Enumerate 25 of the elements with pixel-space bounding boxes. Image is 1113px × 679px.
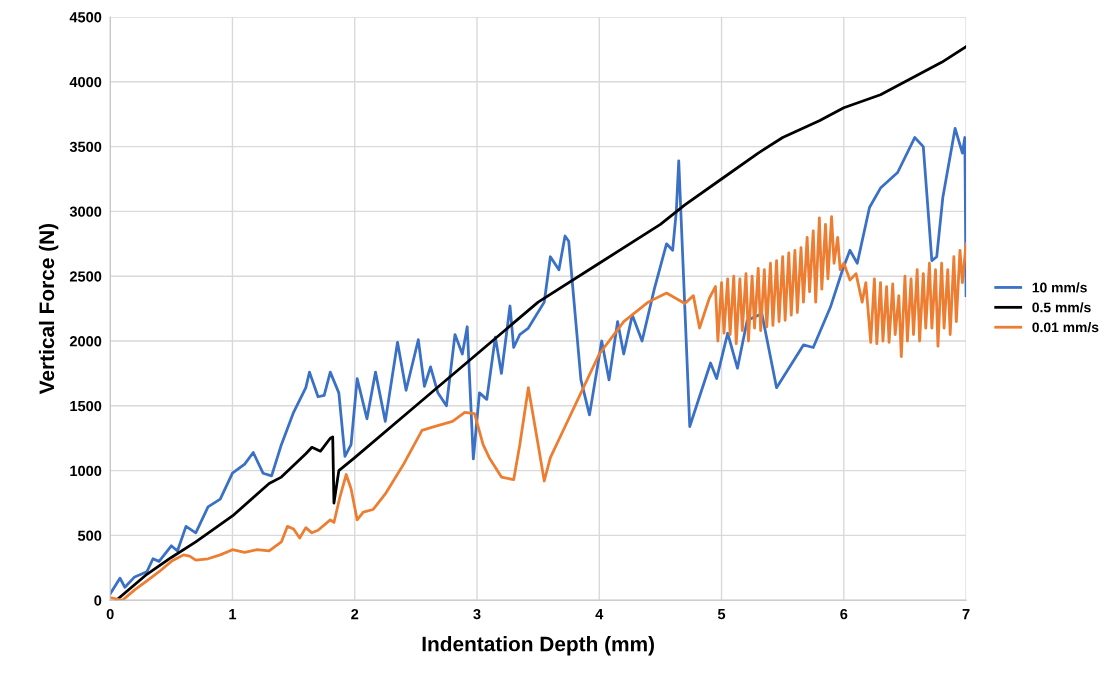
- y-tick-label: 4000: [69, 76, 102, 88]
- x-tick-label: 6: [840, 608, 848, 620]
- x-tick-label: 5: [717, 609, 726, 620]
- y-tick-label: 3500: [69, 141, 102, 153]
- line-series: [114, 45, 967, 601]
- x-tick-label: 4: [595, 609, 604, 620]
- y-tick-label: 1500: [70, 400, 102, 412]
- y-tick-label: 4500: [69, 12, 102, 23]
- y-tick-label: 500: [77, 530, 102, 541]
- y-tick-label: 2500: [69, 271, 102, 282]
- y-tick-label: 0: [94, 595, 102, 606]
- y-tick-label: 1000: [70, 465, 102, 477]
- legend-label: 10 mm/s: [1032, 282, 1087, 293]
- y-axis-title: Vertical Force (N): [38, 223, 59, 395]
- legend-label: 0.01 mm/s: [1032, 322, 1099, 333]
- x-tick-label: 0: [106, 608, 114, 620]
- y-tick-label: 3000: [69, 206, 102, 217]
- x-tick-label: 2: [351, 608, 359, 620]
- legend-label: 0.5 mm/s: [1032, 302, 1091, 313]
- x-tick-label: 7: [962, 609, 970, 620]
- x-axis-title: Indentation Depth (mm): [422, 636, 654, 656]
- line-series: [110, 127, 967, 596]
- x-tick-label: 1: [229, 609, 237, 620]
- x-tick-label: 3: [473, 608, 481, 620]
- y-tick-label: 2000: [69, 336, 102, 347]
